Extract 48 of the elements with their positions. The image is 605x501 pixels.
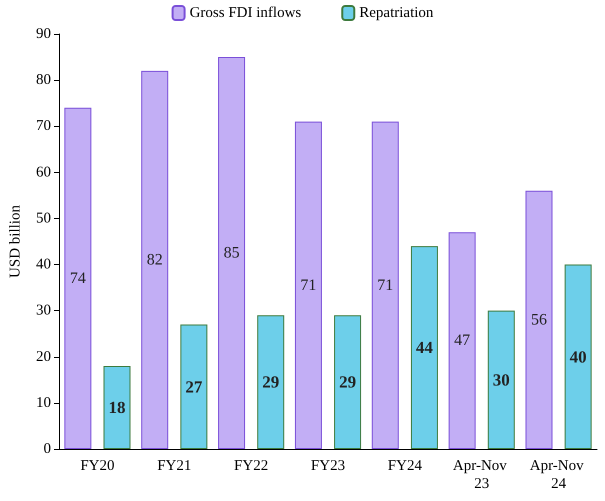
y-tick-label: 10 (36, 394, 51, 411)
bar (525, 190, 552, 449)
y-tick-label: 80 (36, 72, 51, 88)
y-tick-label: 20 (36, 348, 51, 365)
data-label: 71 (300, 276, 316, 294)
y-tick-label: 0 (44, 441, 51, 457)
data-label: 29 (339, 372, 356, 392)
bar (64, 108, 92, 449)
bar (180, 324, 208, 449)
data-label: 56 (530, 311, 547, 328)
bar (218, 57, 246, 449)
data-label: 30 (492, 370, 510, 390)
data-label: 74 (70, 270, 86, 287)
x-tick-label: FY22 (234, 458, 268, 474)
bar (334, 315, 362, 449)
legend-label: Gross FDI inflows (190, 5, 302, 21)
bar (257, 315, 284, 449)
bar (448, 232, 476, 449)
data-label: 71 (377, 276, 394, 294)
x-tick-label: FY20 (80, 458, 115, 474)
bar (564, 264, 592, 449)
bar (294, 122, 322, 449)
data-label: 44 (416, 338, 434, 358)
data-label: 40 (570, 347, 587, 366)
legend-label: Repatriation (359, 5, 434, 21)
x-tick-label: FY21 (157, 458, 192, 474)
x-tick-label: FY23 (310, 458, 346, 474)
bar (372, 122, 399, 449)
y-tick-label: 60 (36, 164, 51, 180)
bar (104, 366, 131, 449)
bar (410, 246, 438, 449)
data-label: 18 (108, 398, 126, 417)
x-tick-label: Apr-Nov 24 (530, 458, 588, 492)
data-label: 27 (185, 377, 203, 396)
bar (141, 70, 168, 449)
bar (488, 310, 515, 449)
y-tick-label: 50 (36, 210, 51, 226)
y-tick-label: 90 (36, 26, 51, 42)
data-label: 82 (146, 251, 163, 268)
x-tick-label: FY24 (388, 458, 422, 474)
data-label: 85 (224, 244, 240, 262)
data-label: 29 (262, 372, 280, 392)
data-label: 47 (454, 332, 470, 350)
y-tick-label: 40 (36, 256, 51, 273)
x-tick-label: Apr-Nov 23 (452, 458, 511, 492)
y-tick-label: 30 (36, 302, 51, 319)
y-tick-label: 70 (36, 118, 51, 134)
y-axis-title: USD billion (8, 204, 24, 278)
